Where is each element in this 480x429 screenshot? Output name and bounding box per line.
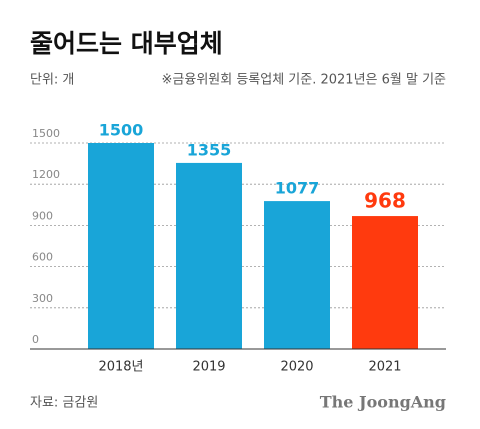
chart-title: 줄어드는 대부업체 — [30, 29, 223, 58]
y-tick-label: 600 — [32, 251, 53, 264]
value-label: 1500 — [99, 121, 144, 140]
x-tick-label: 2018년 — [98, 360, 143, 375]
bar — [264, 201, 330, 349]
y-tick-label: 900 — [32, 209, 53, 222]
unit-label: 단위: 개 — [30, 73, 74, 88]
x-tick-label: 2021 — [368, 360, 401, 375]
brand: The JoongAng — [320, 393, 446, 412]
x-tick-label: 2020 — [280, 360, 313, 375]
x-tick-label: 2019 — [192, 360, 225, 375]
value-label: 1355 — [187, 140, 232, 159]
value-label: 1077 — [275, 179, 320, 198]
value-label: 968 — [364, 189, 406, 213]
bar — [88, 143, 154, 349]
y-tick-label: 300 — [32, 292, 53, 305]
bar — [352, 216, 418, 349]
y-tick-label: 0 — [32, 333, 39, 346]
y-tick-label: 1200 — [32, 168, 60, 181]
bar — [176, 162, 242, 349]
source: 자료: 금감원 — [30, 396, 98, 411]
note: ※금융위원회 등록업체 기준. 2021년은 6월 말 기준 — [162, 73, 447, 88]
y-tick-label: 1500 — [32, 127, 60, 140]
